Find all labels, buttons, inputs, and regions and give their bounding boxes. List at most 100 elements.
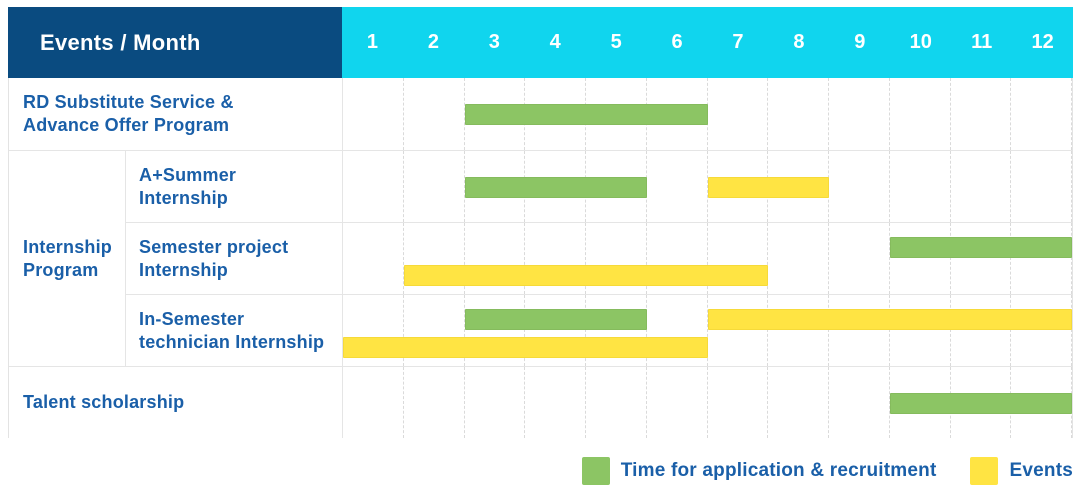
month-gridline-column [343, 78, 404, 150]
timeline-row-1 [342, 150, 1072, 222]
row-label-3: In-Semester technician Internship [125, 294, 342, 366]
month-gridline-column [465, 367, 526, 438]
label-line: RD Substitute Service & [23, 92, 234, 112]
month-gridline-column [708, 367, 769, 438]
month-label-8: 8 [793, 31, 805, 53]
month-label-6: 6 [671, 31, 683, 53]
month-label-5: 5 [610, 31, 622, 53]
corner-header-label: Events / Month [40, 29, 201, 55]
row-label-4: Talent scholarship [9, 366, 342, 438]
month-gridline-column [465, 295, 526, 366]
month-gridline-column [951, 295, 1012, 366]
month-gridline-column [1011, 223, 1072, 294]
month-label-4: 4 [549, 31, 561, 53]
month-label-3: 3 [488, 31, 500, 53]
month-gridline-column [525, 223, 586, 294]
month-gridline-column [829, 151, 890, 222]
month-gridline-column [768, 367, 829, 438]
month-label-12: 12 [1031, 31, 1054, 53]
label-line: Semester project [139, 236, 289, 257]
month-gridline-column [890, 78, 951, 150]
legend-item-application: Time for application & recruitment [581, 457, 937, 485]
month-gridline-column [525, 295, 586, 366]
label-line: Talent scholarship [23, 392, 185, 412]
month-gridline-column [647, 295, 708, 366]
month-gridline-column [890, 223, 951, 294]
timeline-row-2 [342, 222, 1072, 294]
month-gridline-column [586, 223, 647, 294]
month-gridline-column [404, 151, 465, 222]
month-gridline-column [404, 223, 465, 294]
legend-item-event: Events [970, 457, 1073, 485]
month-gridline-column [829, 78, 890, 150]
month-gridline-column [404, 295, 465, 366]
month-gridline-column [647, 367, 708, 438]
events-month-table: Events / Month 1 2 3 4 5 6 7 8 9 10 11 12 RD Substi… [8, 7, 1073, 438]
timeline-row-4 [342, 366, 1072, 438]
month-gridline-column [465, 223, 526, 294]
bar-application-month3-to-5 [464, 309, 647, 330]
month-gridline-column [768, 295, 829, 366]
label-line: Advance Offer Program [23, 115, 230, 135]
month-label-10: 10 [909, 31, 932, 53]
month-gridline-column [404, 78, 465, 150]
month-gridline-column [708, 295, 769, 366]
month-gridline-column [343, 223, 404, 294]
timeline-row-0 [342, 78, 1072, 150]
bar-event-month7-to-12 [707, 309, 1072, 330]
month-gridline-column [343, 151, 404, 222]
group-label-internship-program: Internship Program [9, 150, 125, 366]
month-label-9: 9 [854, 31, 866, 53]
legend-label-application: Time for application & recruitment [620, 460, 937, 481]
month-gridline-column [1011, 151, 1072, 222]
month-gridline-column [829, 367, 890, 438]
label-line: Internship [23, 236, 113, 257]
row-label-0: RD Substitute Service & Advance Offer Pro… [9, 78, 342, 150]
month-gridline-column [768, 78, 829, 150]
application-swatch-icon [581, 457, 610, 485]
month-gridline-column [1011, 295, 1072, 366]
label-line: Program [23, 259, 99, 280]
month-gridline-column [890, 295, 951, 366]
month-gridline-column [951, 78, 1012, 150]
row-label-2: Semester project Internship [125, 222, 342, 294]
bar-application-month10-to-12 [889, 237, 1072, 258]
month-label-11: 11 [971, 31, 993, 53]
row-label-1: A+Summer Internship [125, 150, 342, 222]
timeline-row-3 [342, 294, 1072, 366]
month-gridline-column [951, 223, 1012, 294]
month-gridline-column [586, 295, 647, 366]
month-gridline-column [525, 367, 586, 438]
month-gridline-column [890, 151, 951, 222]
month-label-2: 2 [427, 31, 439, 53]
month-gridline-column [647, 223, 708, 294]
event-swatch-icon [970, 457, 999, 485]
bar-event-month2-to-7 [403, 265, 769, 286]
label-line: A+Summer [139, 164, 237, 185]
bar-application-month3-to-6 [464, 104, 708, 125]
table-corner-header: Events / Month [8, 7, 342, 78]
month-label-1: 1 [366, 31, 379, 53]
bar-application-month3-to-5 [464, 177, 647, 198]
label-line: technician Internship [139, 331, 325, 352]
label-line: Internship [139, 187, 229, 208]
month-gridline-column [343, 295, 404, 366]
month-header-band: 1 2 3 4 5 6 7 8 9 10 11 12 [342, 7, 1073, 78]
month-gridline-column [586, 367, 647, 438]
month-gridline-column [647, 151, 708, 222]
legend: Time for application & recruitment Events [8, 457, 1073, 485]
month-gridline-column [1011, 78, 1072, 150]
bar-event-month1-to-6 [343, 337, 708, 358]
month-gridline-column [404, 367, 465, 438]
month-gridline-column [708, 223, 769, 294]
bar-application-month10-to-12 [889, 393, 1072, 414]
legend-label-event: Events [1009, 460, 1073, 481]
month-gridline-column [343, 367, 404, 438]
month-gridline-column [829, 295, 890, 366]
month-gridline-column [708, 78, 769, 150]
month-label-7: 7 [732, 31, 744, 53]
bar-event-month7-to-8 [707, 177, 829, 198]
month-gridline-column [951, 151, 1012, 222]
month-gridline-column [829, 223, 890, 294]
